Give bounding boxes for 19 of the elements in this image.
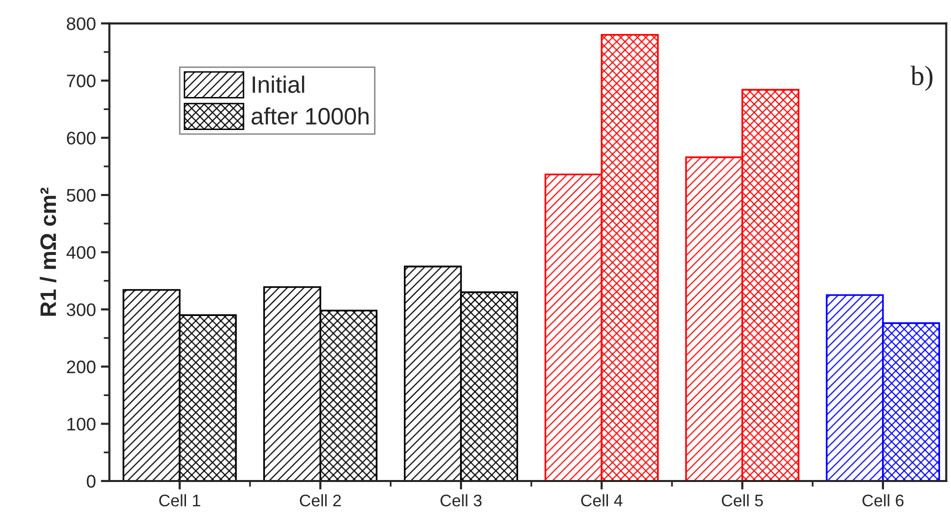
y-axis-title: R1 / mΩ cm² — [40, 188, 56, 316]
x-tick-label: Cell 1 — [159, 494, 200, 506]
annotation: b) — [910, 66, 932, 91]
y-tick-label: 500 — [66, 188, 96, 202]
x-tick-label: Cell 5 — [722, 494, 763, 506]
y-tick-label: 600 — [66, 132, 96, 145]
y-tick-label: 400 — [66, 246, 96, 259]
x-tick-label: Cell 3 — [440, 494, 482, 506]
x-tick-label: Cell 2 — [300, 494, 341, 506]
legend-label: after 1000h — [252, 107, 369, 125]
y-tick-label: 0 — [86, 474, 96, 488]
y-tick-label: 100 — [67, 418, 96, 431]
x-tick-label: Cell 6 — [862, 494, 904, 506]
y-tick-label: 200 — [66, 360, 96, 374]
y-tick-label: 300 — [66, 303, 96, 316]
legend-label: Initial — [252, 76, 304, 93]
y-tick-label: 700 — [66, 74, 96, 88]
y-tick-label: 800 — [66, 17, 96, 30]
x-tick-label: Cell 4 — [581, 494, 622, 506]
